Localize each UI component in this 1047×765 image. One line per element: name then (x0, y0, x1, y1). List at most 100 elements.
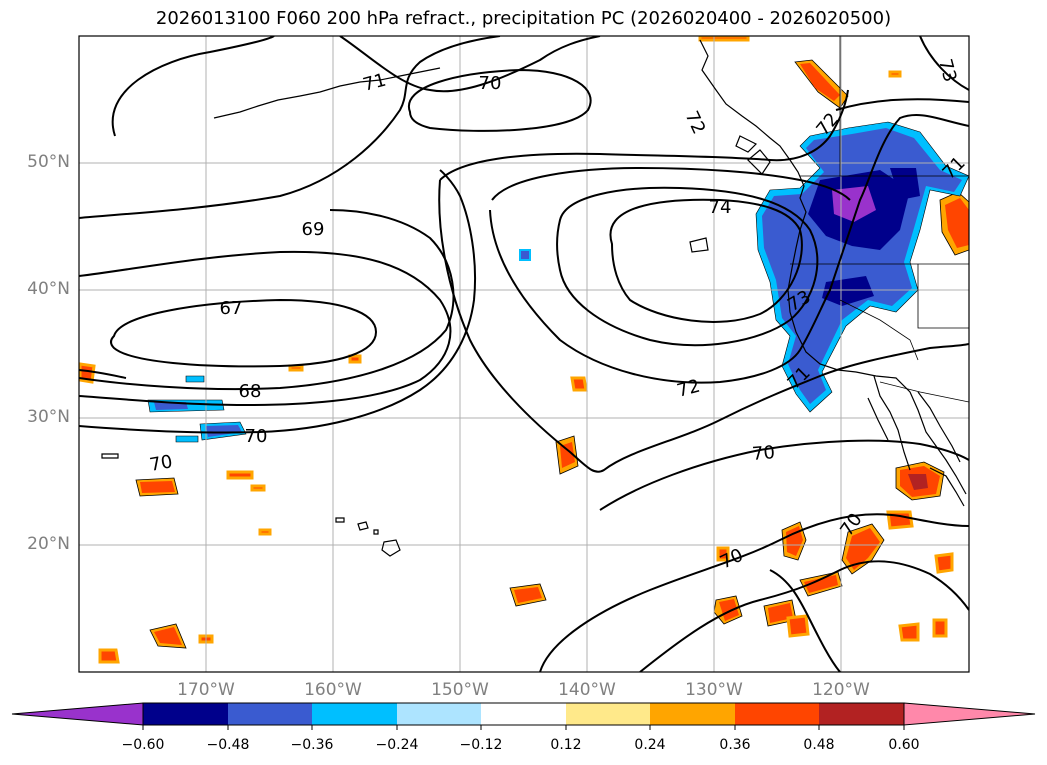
colorbar-ticks (142, 725, 905, 730)
colorbar-tick-label: 0.48 (803, 737, 835, 753)
contour-label: 70 (245, 426, 268, 447)
contour-67 (110, 298, 378, 368)
contour-71 (79, 36, 501, 219)
precip-patch (698, 36, 750, 42)
colorbar-tick-label: −0.12 (459, 737, 503, 753)
contour-72-ne (835, 98, 969, 111)
contour-label: 69 (302, 219, 325, 240)
precip-patch (514, 587, 542, 603)
contour-71-east (438, 179, 969, 473)
colorbar-tick-label: 0.36 (719, 737, 751, 753)
precip-patch (800, 63, 840, 101)
contour-70-north-loop (407, 68, 592, 132)
contour-70-sw (599, 439, 969, 511)
precip-patch (716, 546, 730, 562)
colorbar (11, 702, 1036, 730)
precip-patch (898, 622, 920, 642)
lat-label: 50°N (27, 152, 70, 172)
contour-73 (491, 166, 851, 201)
precip-negative-areas (147, 121, 969, 443)
precip-patch (822, 276, 874, 306)
colorbar-tick-label: −0.24 (375, 737, 419, 753)
lon-label: 120°W (812, 680, 870, 700)
colorbar-tick-label: 0.12 (550, 737, 582, 753)
colorbar-segment (566, 703, 650, 725)
precip-patch (258, 528, 272, 536)
lat-label: 30°N (27, 407, 70, 427)
lat-label: 20°N (27, 534, 70, 554)
colorbar-tick-label: −0.36 (290, 737, 334, 753)
hawaii-islands (101, 237, 709, 557)
precip-patch (226, 470, 254, 480)
precip-patch (140, 481, 175, 493)
precip-patch (846, 528, 880, 570)
precip-patch (175, 435, 199, 443)
colorbar-extend-low (11, 702, 144, 726)
contour-69 (79, 250, 452, 406)
precip-patch (519, 249, 531, 261)
precip-patch (908, 474, 928, 490)
lon-label: 140°W (558, 680, 616, 700)
colorbar-segment (143, 703, 228, 725)
contour-70-north (111, 36, 275, 137)
contour-label: 70 (148, 451, 174, 476)
lon-label: 170°W (177, 680, 235, 700)
contour-label: 67 (220, 298, 243, 319)
colorbar-segment (735, 703, 819, 725)
colorbar-segment (397, 703, 481, 725)
contour-label: 68 (239, 381, 262, 402)
colorbar-extend-high (903, 702, 1036, 726)
precip-patch (288, 364, 304, 372)
colorbar-tick-label: −0.48 (206, 737, 250, 753)
contour-72-a (439, 89, 849, 181)
contour-label: 70 (751, 442, 776, 465)
graticule (79, 36, 969, 672)
precip-patch (560, 442, 575, 468)
colorbar-segment (228, 703, 312, 725)
plot-frame (78, 35, 970, 673)
contour-70-south (79, 169, 477, 434)
contour-74 (609, 198, 803, 323)
colorbar-segment (481, 703, 566, 725)
precip-patch (786, 614, 810, 638)
lon-label: 130°W (685, 680, 743, 700)
precip-patch (786, 526, 803, 556)
coastlines (213, 39, 967, 507)
precip-patch (945, 198, 969, 248)
borders (790, 36, 969, 403)
precip-patch (719, 599, 739, 621)
colorbar-tick-label: 0.24 (634, 737, 666, 753)
map-title: 2026013100 F060 200 hPa refract., precip… (155, 8, 892, 29)
contour-71-se (769, 569, 841, 672)
contour-70-low (639, 560, 969, 672)
contour-70-north-arc (339, 36, 601, 93)
colorbar-segment (819, 703, 904, 725)
contour-73-ne (919, 36, 969, 91)
colorbar-frame (142, 702, 905, 726)
precip-patch (934, 552, 954, 574)
contour-68 (79, 209, 455, 391)
colorbar-tick-label: 0.60 (888, 737, 920, 753)
contour-label: 70 (479, 73, 502, 94)
lon-label: 150°W (431, 680, 489, 700)
precip-patch (206, 425, 242, 437)
lon-label: 160°W (304, 680, 362, 700)
precip-patch (348, 354, 362, 364)
precip-patch (250, 484, 266, 492)
colorbar-segment (312, 703, 397, 725)
refractivity-contours (79, 36, 969, 672)
contour-label: 74 (709, 197, 732, 218)
precip-patch (79, 362, 96, 384)
precip-positive-areas (79, 36, 969, 664)
colorbar-segment (650, 703, 735, 725)
contour-70-west (79, 369, 127, 379)
precip-patch (98, 648, 120, 664)
precip-patch (888, 70, 902, 78)
precip-patch (932, 618, 948, 638)
lat-label: 40°N (27, 279, 70, 299)
contour-70-se (539, 513, 969, 672)
precip-patch (804, 575, 838, 593)
contour-73-inner (556, 186, 819, 347)
